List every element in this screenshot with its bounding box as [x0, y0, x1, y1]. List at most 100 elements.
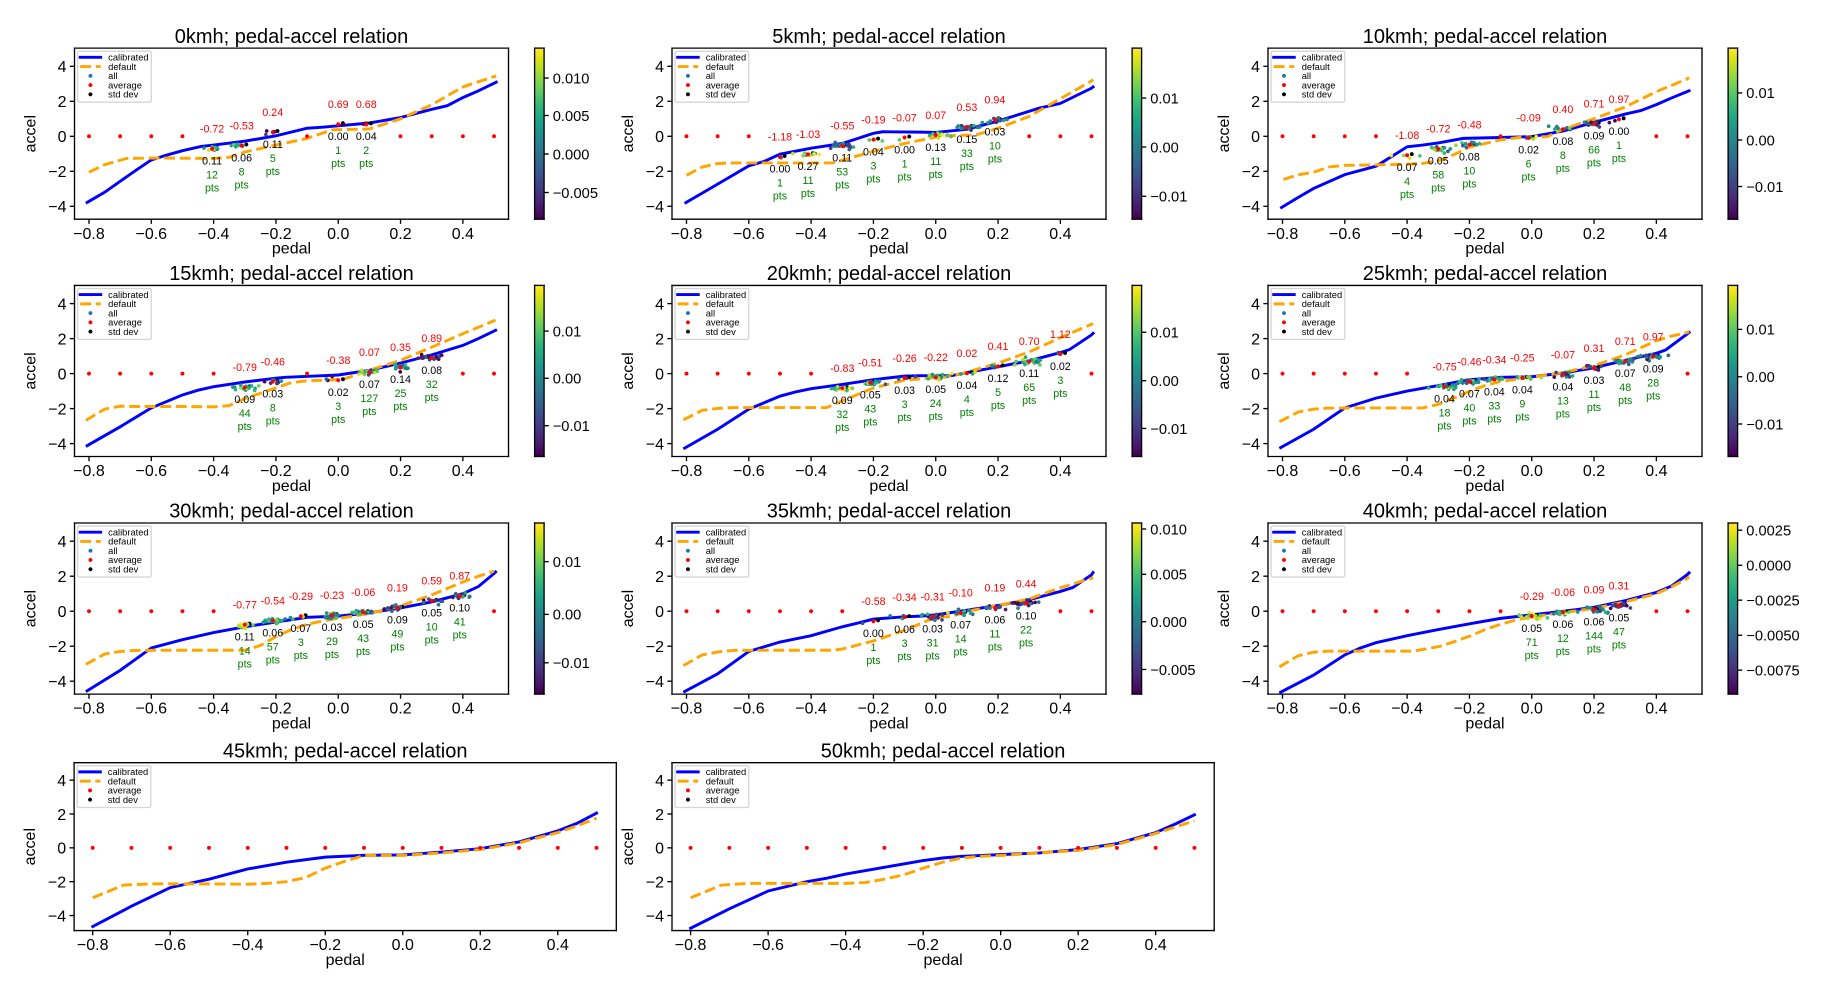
svg-text:0: 0	[58, 604, 67, 621]
svg-text:0.09: 0.09	[1584, 131, 1605, 143]
svg-text:12: 12	[1557, 633, 1569, 645]
svg-text:6: 6	[1526, 159, 1532, 171]
svg-text:−4: −4	[1242, 436, 1260, 453]
svg-text:0.0: 0.0	[327, 226, 349, 243]
svg-text:0.2: 0.2	[1067, 937, 1089, 954]
svg-text:0.11: 0.11	[235, 631, 255, 643]
svg-text:0.0: 0.0	[327, 701, 349, 718]
svg-text:default: default	[706, 62, 734, 72]
svg-text:66: 66	[1588, 145, 1600, 157]
svg-text:accel: accel	[23, 115, 40, 152]
svg-text:−4: −4	[48, 436, 66, 453]
svg-text:default: default	[1302, 62, 1330, 72]
svg-text:1: 1	[1616, 140, 1622, 152]
svg-text:48: 48	[1619, 382, 1631, 394]
svg-text:10: 10	[1463, 165, 1475, 177]
svg-text:default: default	[1302, 299, 1330, 309]
svg-text:5kmh; pedal-accel relation: 5kmh; pedal-accel relation	[772, 26, 1005, 48]
svg-text:pedal: pedal	[924, 952, 963, 969]
svg-text:44: 44	[239, 408, 251, 420]
svg-text:−0.01: −0.01	[553, 419, 590, 435]
svg-text:-0.07: -0.07	[1551, 350, 1575, 362]
svg-text:pts: pts	[991, 400, 1005, 412]
svg-text:−0.8: −0.8	[73, 226, 105, 243]
svg-text:pts: pts	[1587, 158, 1601, 170]
svg-text:pts: pts	[929, 169, 943, 181]
svg-text:0.24: 0.24	[262, 107, 283, 119]
svg-text:0.69: 0.69	[328, 99, 349, 111]
svg-text:-0.22: -0.22	[924, 352, 948, 364]
svg-text:−0.6: −0.6	[733, 701, 765, 718]
svg-text:144: 144	[1585, 630, 1603, 642]
svg-text:0.11: 0.11	[202, 156, 222, 168]
svg-text:−0.6: −0.6	[752, 937, 784, 954]
svg-text:0.0: 0.0	[925, 226, 947, 243]
svg-text:-0.54: -0.54	[261, 595, 285, 607]
svg-text:all: all	[706, 308, 715, 318]
svg-text:8: 8	[1560, 150, 1566, 162]
svg-text:0.0: 0.0	[925, 701, 947, 718]
svg-text:−0.4: −0.4	[1391, 226, 1423, 243]
svg-text:−4: −4	[1242, 674, 1260, 691]
svg-text:accel: accel	[620, 828, 637, 865]
svg-text:0.06: 0.06	[231, 152, 252, 164]
svg-text:std dev: std dev	[706, 564, 736, 574]
svg-text:−0.4: −0.4	[198, 226, 230, 243]
svg-text:pedal: pedal	[869, 716, 908, 733]
svg-text:all: all	[108, 546, 117, 556]
svg-text:0.000: 0.000	[1150, 615, 1187, 631]
svg-text:default: default	[706, 537, 734, 547]
svg-text:1: 1	[902, 158, 908, 170]
svg-text:0.10: 0.10	[449, 603, 470, 615]
svg-text:pts: pts	[266, 166, 280, 178]
svg-text:pts: pts	[801, 188, 815, 200]
svg-text:10: 10	[989, 141, 1001, 153]
svg-text:pts: pts	[835, 180, 849, 192]
svg-text:−0.6: −0.6	[733, 463, 765, 480]
svg-text:0.44: 0.44	[1016, 578, 1037, 590]
svg-text:0.15: 0.15	[957, 134, 978, 146]
svg-text:0: 0	[655, 841, 664, 858]
svg-text:-0.46: -0.46	[1457, 356, 1481, 368]
svg-text:pts: pts	[866, 173, 880, 185]
svg-text:2: 2	[1251, 94, 1260, 111]
svg-text:−0.2: −0.2	[1454, 226, 1486, 243]
svg-text:50kmh; pedal-accel relation: 50kmh; pedal-accel relation	[821, 740, 1066, 762]
svg-text:0.00: 0.00	[1150, 140, 1179, 156]
svg-text:0.4: 0.4	[1049, 226, 1071, 243]
svg-text:0.2: 0.2	[389, 701, 411, 718]
svg-text:0.11: 0.11	[832, 153, 852, 165]
svg-text:0.0: 0.0	[327, 463, 349, 480]
svg-text:3: 3	[902, 638, 908, 650]
svg-text:0.03: 0.03	[262, 388, 283, 400]
svg-text:0.0: 0.0	[1521, 226, 1543, 243]
svg-text:average: average	[1302, 80, 1336, 90]
svg-text:0.07: 0.07	[1459, 388, 1480, 400]
svg-text:−2: −2	[48, 164, 66, 181]
svg-text:pts: pts	[235, 179, 249, 191]
svg-text:pts: pts	[897, 171, 911, 183]
svg-text:2: 2	[58, 331, 67, 348]
svg-text:std dev: std dev	[108, 327, 138, 337]
svg-text:41: 41	[454, 617, 466, 629]
svg-text:std dev: std dev	[1302, 564, 1332, 574]
svg-text:0.0025: 0.0025	[1746, 524, 1791, 540]
svg-text:0.07: 0.07	[359, 347, 380, 359]
svg-text:std dev: std dev	[706, 90, 736, 100]
svg-text:0.0000: 0.0000	[1746, 559, 1791, 575]
svg-text:2: 2	[655, 94, 664, 111]
svg-text:−0.8: −0.8	[671, 701, 703, 718]
svg-text:0kmh; pedal-accel relation: 0kmh; pedal-accel relation	[175, 26, 408, 48]
svg-text:−0.4: −0.4	[1391, 701, 1423, 718]
svg-text:4: 4	[57, 773, 66, 790]
svg-text:0.04: 0.04	[356, 131, 377, 143]
svg-text:−2: −2	[48, 639, 66, 656]
svg-text:pts: pts	[238, 421, 252, 433]
svg-text:−0.6: −0.6	[154, 937, 186, 954]
svg-text:0.07: 0.07	[359, 379, 380, 391]
svg-text:0.4: 0.4	[1645, 463, 1667, 480]
svg-text:15kmh; pedal-accel relation: 15kmh; pedal-accel relation	[169, 263, 414, 285]
svg-text:calibrated: calibrated	[1302, 53, 1342, 63]
svg-text:−0.4: −0.4	[198, 701, 230, 718]
svg-text:0.06: 0.06	[262, 627, 283, 639]
